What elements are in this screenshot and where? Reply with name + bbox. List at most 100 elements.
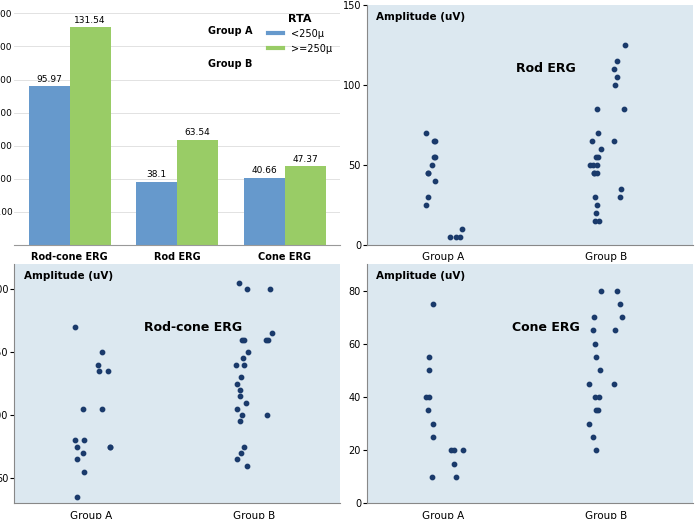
Point xyxy=(591,209,602,217)
Text: Amplitude (uV): Amplitude (uV) xyxy=(377,12,466,22)
Point xyxy=(589,169,600,177)
Point xyxy=(595,145,606,153)
Point xyxy=(234,392,246,401)
Point xyxy=(430,176,441,185)
Point xyxy=(104,443,116,451)
Point xyxy=(589,216,601,225)
Text: Group A: Group A xyxy=(208,26,253,36)
Point xyxy=(234,386,246,394)
Point xyxy=(232,379,243,388)
Point xyxy=(457,446,468,454)
Point xyxy=(241,399,252,407)
Point xyxy=(589,313,600,321)
Text: Rod ERG: Rod ERG xyxy=(516,62,576,75)
Text: 131.54: 131.54 xyxy=(74,16,106,25)
Point xyxy=(430,153,441,161)
Point xyxy=(592,161,603,169)
Text: Rod-cone ERG: Rod-cone ERG xyxy=(144,321,243,334)
Point xyxy=(78,468,90,476)
Point xyxy=(265,285,276,293)
Legend: <250μ, >=250μ: <250μ, >=250μ xyxy=(265,10,335,58)
Point xyxy=(616,313,627,321)
Text: Cone ERG: Cone ERG xyxy=(512,321,580,334)
Point xyxy=(611,73,622,81)
Point xyxy=(266,329,277,337)
Point xyxy=(594,366,606,375)
Point xyxy=(587,326,598,335)
Point xyxy=(448,446,459,454)
Text: 95.97: 95.97 xyxy=(36,75,62,84)
Point xyxy=(97,348,108,357)
Bar xyxy=(285,167,326,245)
Point xyxy=(242,348,253,357)
Point xyxy=(78,436,90,445)
Point xyxy=(93,361,104,369)
Point xyxy=(430,137,441,145)
Point xyxy=(424,366,435,375)
Point xyxy=(260,335,272,344)
Point xyxy=(77,449,88,457)
Point xyxy=(231,361,242,369)
Point xyxy=(592,201,603,209)
Point xyxy=(423,406,434,415)
Text: Amplitude (uV): Amplitude (uV) xyxy=(377,271,466,281)
Point xyxy=(239,443,250,451)
Point xyxy=(426,473,437,481)
Point xyxy=(589,169,600,177)
Point xyxy=(262,335,274,344)
Point xyxy=(426,161,438,169)
Point xyxy=(427,433,438,441)
Point xyxy=(611,286,622,295)
Point xyxy=(591,406,602,415)
Point xyxy=(583,419,594,428)
Point xyxy=(612,57,623,65)
Point xyxy=(102,367,113,375)
Point xyxy=(241,285,253,293)
Point xyxy=(423,353,434,361)
Point xyxy=(423,169,434,177)
Point xyxy=(608,379,620,388)
Point xyxy=(427,419,438,428)
Point xyxy=(593,393,604,401)
Point xyxy=(591,353,602,361)
Point xyxy=(590,446,601,454)
Point xyxy=(608,137,620,145)
Point xyxy=(428,299,439,308)
Point xyxy=(588,161,599,169)
Text: 47.37: 47.37 xyxy=(293,155,318,164)
Point xyxy=(589,193,601,201)
Point xyxy=(591,169,602,177)
Point xyxy=(591,105,602,113)
Point xyxy=(609,81,620,89)
Point xyxy=(72,443,83,451)
Text: 63.54: 63.54 xyxy=(185,128,211,138)
Point xyxy=(422,193,433,201)
Point xyxy=(237,354,248,363)
Point xyxy=(234,279,245,287)
Point xyxy=(618,105,629,113)
Point xyxy=(456,225,468,233)
Point xyxy=(70,436,81,445)
Point xyxy=(614,299,625,308)
Point xyxy=(97,405,108,413)
Point xyxy=(235,373,246,381)
Point xyxy=(620,41,631,49)
Text: Amplitude (uV): Amplitude (uV) xyxy=(24,271,113,281)
Point xyxy=(451,233,462,241)
Point xyxy=(587,137,598,145)
Text: Group B: Group B xyxy=(208,60,253,70)
Bar xyxy=(29,86,70,245)
Point xyxy=(610,326,621,335)
Point xyxy=(428,137,440,145)
Point xyxy=(444,233,456,241)
Point xyxy=(449,459,460,468)
Point xyxy=(590,153,601,161)
Bar xyxy=(244,177,285,245)
Point xyxy=(592,153,603,161)
Point xyxy=(455,233,466,241)
Point xyxy=(589,339,601,348)
Point xyxy=(615,185,626,193)
Bar xyxy=(177,140,218,245)
Point xyxy=(71,493,83,501)
Point xyxy=(78,405,89,413)
